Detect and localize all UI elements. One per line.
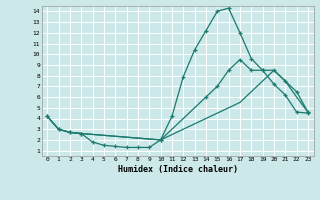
X-axis label: Humidex (Indice chaleur): Humidex (Indice chaleur) [118, 165, 237, 174]
